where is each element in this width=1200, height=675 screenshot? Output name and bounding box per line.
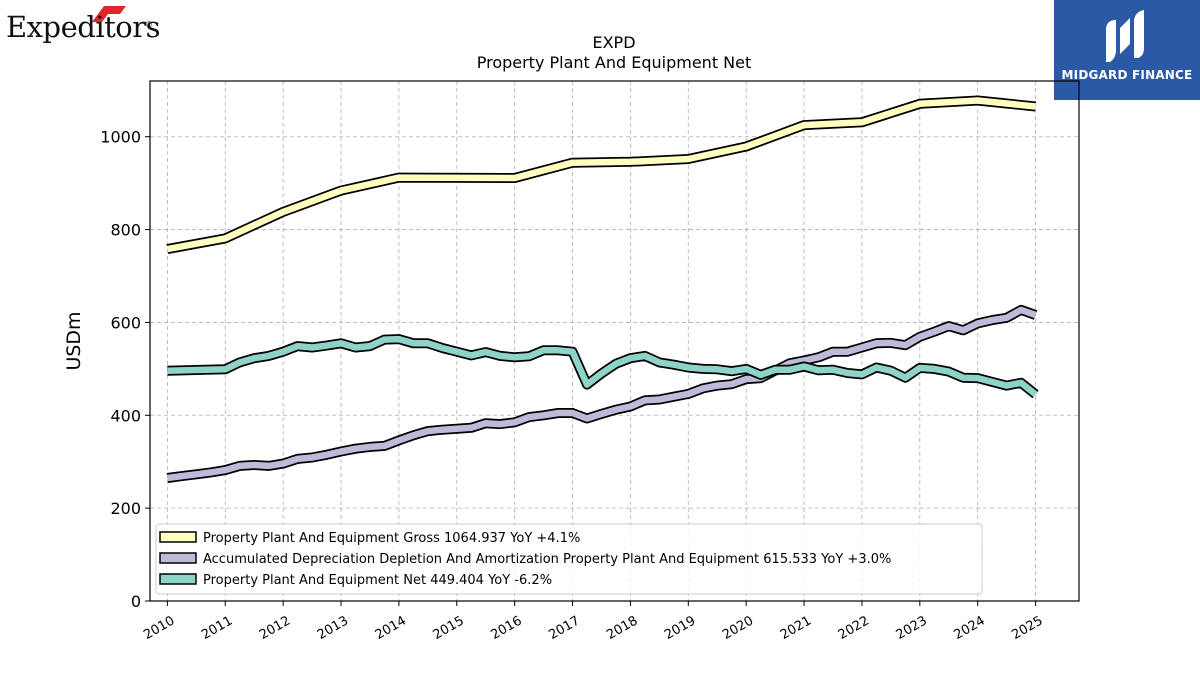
chart-title: EXPD [592,33,635,52]
plot-frame [149,80,1080,602]
y-axis-label: USDm [63,311,85,370]
registered-mark: ® [145,20,153,29]
x-tick-label: 2010 [141,613,177,643]
expeditors-logo: Expeditors ® [0,0,170,60]
grid [150,81,1079,602]
series-2 [167,334,1039,399]
expeditors-logo-text: Expeditors [6,10,160,44]
series-1 [166,304,1038,483]
legend-box [155,523,983,595]
legend-swatch [159,573,197,585]
legend-label: Property Plant And Equipment Net 449.404… [203,573,552,588]
x-tick-label: 2025 [1009,613,1045,643]
legend-swatch [159,552,197,564]
x-tick-label: 2013 [315,613,351,643]
midgard-finance-text: MIDGARD FINANCE [1061,68,1193,82]
y-tick-label: 0 [131,592,141,611]
expeditors-logo-mark [92,6,126,23]
legend-label: Accumulated Depreciation Depletion And A… [203,552,891,567]
y-tick-label: 200 [110,499,141,518]
y-tick-label: 1000 [100,128,141,147]
x-tick-label: 2015 [431,613,467,643]
legend: Property Plant And Equipment Gross 1064.… [155,523,983,595]
x-tick-label: 2018 [604,613,640,643]
x-tick-label: 2024 [952,613,988,643]
series-line [166,97,1036,253]
midgard-logo-mark [1106,10,1144,62]
midgard-finance-logo: MIDGARD FINANCE [1054,0,1200,100]
y-tick-label: 600 [110,313,141,332]
series-line-outline [166,95,1037,255]
y-tick-label: 800 [110,221,141,240]
series-line-outline [166,304,1038,483]
series-0 [166,95,1037,255]
x-tick-label: 2017 [546,613,582,643]
x-tick-label: 2022 [836,613,872,643]
legend-label: Property Plant And Equipment Gross 1064.… [203,531,580,546]
legend-swatch [159,531,197,543]
x-tick-label: 2016 [488,613,524,643]
x-tick-label: 2021 [778,613,814,643]
series-line [166,306,1037,482]
x-tick-label: 2020 [720,613,756,643]
series-line [167,335,1038,397]
chart-subtitle: Property Plant And Equipment Net [477,53,752,72]
x-tick-label: 2014 [373,613,409,643]
x-tick-label: 2023 [894,613,930,643]
series-layer [166,95,1039,483]
x-tick-label: 2012 [257,613,293,643]
x-tick-label: 2019 [662,613,698,643]
x-tick-label: 2011 [199,613,235,643]
y-tick-label: 400 [110,406,141,425]
